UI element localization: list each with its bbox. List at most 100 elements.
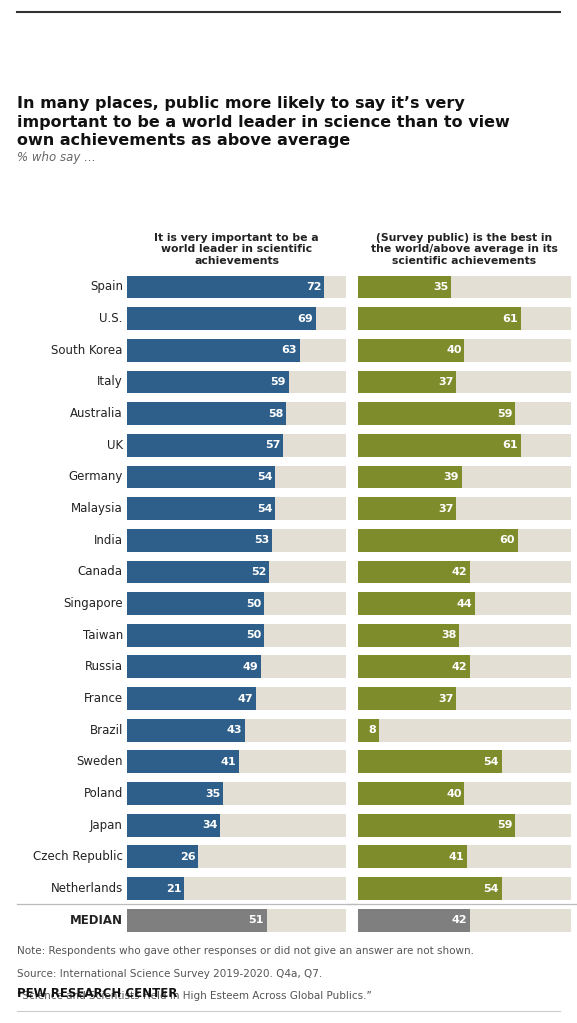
Bar: [127, 465, 346, 488]
Bar: [358, 719, 571, 742]
Bar: [358, 687, 456, 710]
Bar: [127, 719, 245, 742]
Text: 69: 69: [298, 314, 313, 323]
Text: Brazil: Brazil: [89, 723, 123, 737]
Text: Poland: Poland: [84, 787, 123, 800]
Text: 37: 37: [439, 376, 454, 387]
Bar: [127, 877, 185, 900]
Bar: [127, 877, 346, 900]
Text: 60: 60: [500, 535, 515, 545]
Text: Russia: Russia: [85, 661, 123, 673]
Bar: [127, 908, 346, 932]
Text: 54: 54: [257, 503, 272, 514]
Bar: [127, 783, 346, 805]
Bar: [127, 687, 346, 710]
Text: 47: 47: [237, 694, 253, 704]
Bar: [127, 497, 346, 520]
Bar: [358, 275, 571, 299]
Bar: [358, 845, 571, 869]
Text: 52: 52: [252, 567, 267, 577]
Text: 59: 59: [497, 408, 512, 418]
Bar: [127, 370, 288, 393]
Bar: [127, 783, 223, 805]
Bar: [358, 814, 515, 837]
Text: 8: 8: [369, 725, 376, 736]
Bar: [358, 845, 467, 869]
Bar: [127, 307, 346, 330]
Text: Germany: Germany: [69, 471, 123, 484]
Text: Sweden: Sweden: [76, 755, 123, 768]
Bar: [127, 845, 198, 869]
Bar: [358, 687, 571, 710]
Text: 21: 21: [166, 884, 182, 893]
Bar: [358, 561, 470, 583]
Text: 51: 51: [249, 916, 264, 925]
Bar: [127, 339, 346, 362]
Text: UK: UK: [107, 439, 123, 452]
Text: 54: 54: [484, 757, 499, 767]
Bar: [358, 402, 571, 425]
Text: Singapore: Singapore: [63, 597, 123, 610]
Bar: [127, 624, 264, 647]
Bar: [127, 275, 324, 299]
Bar: [127, 275, 346, 299]
Text: 37: 37: [439, 503, 454, 514]
Text: 41: 41: [221, 757, 237, 767]
Bar: [127, 529, 346, 551]
Bar: [358, 370, 571, 393]
Text: 63: 63: [282, 345, 297, 355]
Bar: [358, 529, 518, 551]
Text: Netherlands: Netherlands: [51, 882, 123, 895]
Bar: [358, 307, 520, 330]
Bar: [127, 561, 346, 583]
Text: 39: 39: [444, 472, 459, 482]
Bar: [358, 465, 462, 488]
Bar: [127, 370, 346, 393]
Text: Czech Republic: Czech Republic: [33, 850, 123, 863]
Text: 61: 61: [502, 440, 518, 450]
Bar: [127, 592, 346, 615]
Text: 42: 42: [452, 662, 467, 672]
Bar: [358, 783, 464, 805]
Bar: [358, 275, 451, 299]
Text: Japan: Japan: [90, 818, 123, 832]
Bar: [127, 561, 269, 583]
Bar: [358, 592, 571, 615]
Bar: [127, 751, 346, 773]
Text: India: India: [94, 534, 123, 546]
Text: France: France: [84, 693, 123, 705]
Bar: [127, 719, 346, 742]
Bar: [127, 402, 346, 425]
Text: 59: 59: [497, 820, 512, 831]
Text: % who say …: % who say …: [17, 150, 96, 164]
Bar: [358, 307, 571, 330]
Bar: [127, 624, 346, 647]
Text: Canada: Canada: [78, 566, 123, 578]
Bar: [127, 845, 346, 869]
Text: U.S.: U.S.: [99, 312, 123, 325]
Bar: [127, 592, 264, 615]
Bar: [127, 339, 299, 362]
Text: 43: 43: [227, 725, 242, 736]
Text: 44: 44: [457, 598, 473, 609]
Text: Taiwan: Taiwan: [83, 629, 123, 641]
Bar: [127, 751, 239, 773]
Bar: [358, 624, 571, 647]
Text: “Science and Scientists Held in High Esteem Across Global Publics.”: “Science and Scientists Held in High Est…: [17, 991, 372, 1002]
Text: South Korea: South Korea: [51, 344, 123, 357]
Text: Note: Respondents who gave other responses or did not give an answer are not sho: Note: Respondents who gave other respons…: [17, 946, 474, 957]
Text: 54: 54: [257, 472, 272, 482]
Bar: [358, 529, 571, 551]
Bar: [127, 687, 256, 710]
Text: (Survey public) is the best in
the world/above average in its
scientific achieve: (Survey public) is the best in the world…: [371, 233, 558, 266]
Text: It is very important to be a
world leader in scientific
achievements: It is very important to be a world leade…: [154, 233, 319, 266]
Bar: [358, 497, 571, 520]
Bar: [127, 434, 346, 456]
Bar: [358, 592, 475, 615]
Bar: [127, 656, 346, 678]
Text: Source: International Science Survey 2019-2020. Q4a, Q7.: Source: International Science Survey 201…: [17, 969, 323, 979]
Bar: [358, 561, 571, 583]
Bar: [358, 434, 571, 456]
Text: PEW RESEARCH CENTER: PEW RESEARCH CENTER: [17, 987, 178, 1000]
Text: 35: 35: [205, 789, 220, 799]
